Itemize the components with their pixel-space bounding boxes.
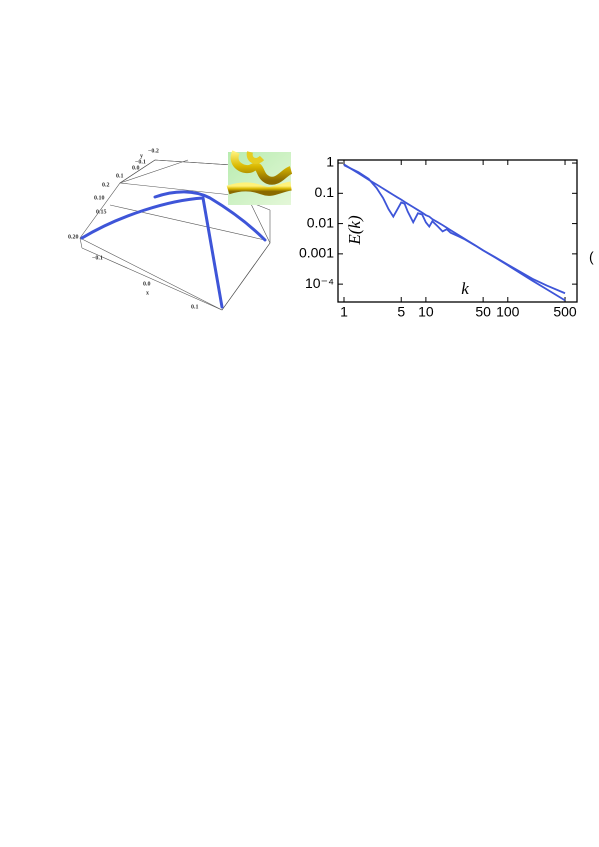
x-tick-label: 50 [475,304,491,320]
x-tick-label: 5 [397,304,405,320]
y-tick-label: 0.01 [307,214,334,230]
y-tick-label: 0.1 [315,184,335,200]
x-axis-label: k [461,279,469,298]
tick-label: 0.2 [102,182,110,188]
curve-branch [80,196,224,309]
inset-image [226,150,293,205]
tick-label: 0.0 [132,165,140,171]
plot-frame [337,159,578,303]
x-tick-label: 100 [496,304,520,320]
tick-label: 0.15 [96,209,107,215]
curve-branch [153,190,267,242]
tick-label: −0.1 [135,159,146,165]
data-line [343,163,566,302]
tick-label: 0.20 [68,234,79,240]
x-tick-label: 500 [553,304,577,320]
tick-label: −0.2 [148,148,159,154]
data-line [343,164,566,295]
tick-label: 0.1 [191,304,199,310]
tick-label: 0.10 [94,195,105,201]
x-tick-label: 10 [418,304,434,320]
y-tick-label: 0.001 [299,245,334,261]
x-tick-label: 1 [340,304,348,320]
tick-label: −0.1 [92,255,103,261]
axis-label: y [140,153,143,159]
3d-curve [80,190,267,309]
tick-label: 0.0 [143,281,151,287]
y-tick-label: 1 [326,154,334,170]
tick-label: 0.1 [116,173,124,179]
text-fragment: ( [589,249,594,265]
y-axis-label: E(k) [345,215,364,246]
y-tick-label: 10⁻⁴ [305,275,334,291]
axis-label: x [146,290,149,296]
